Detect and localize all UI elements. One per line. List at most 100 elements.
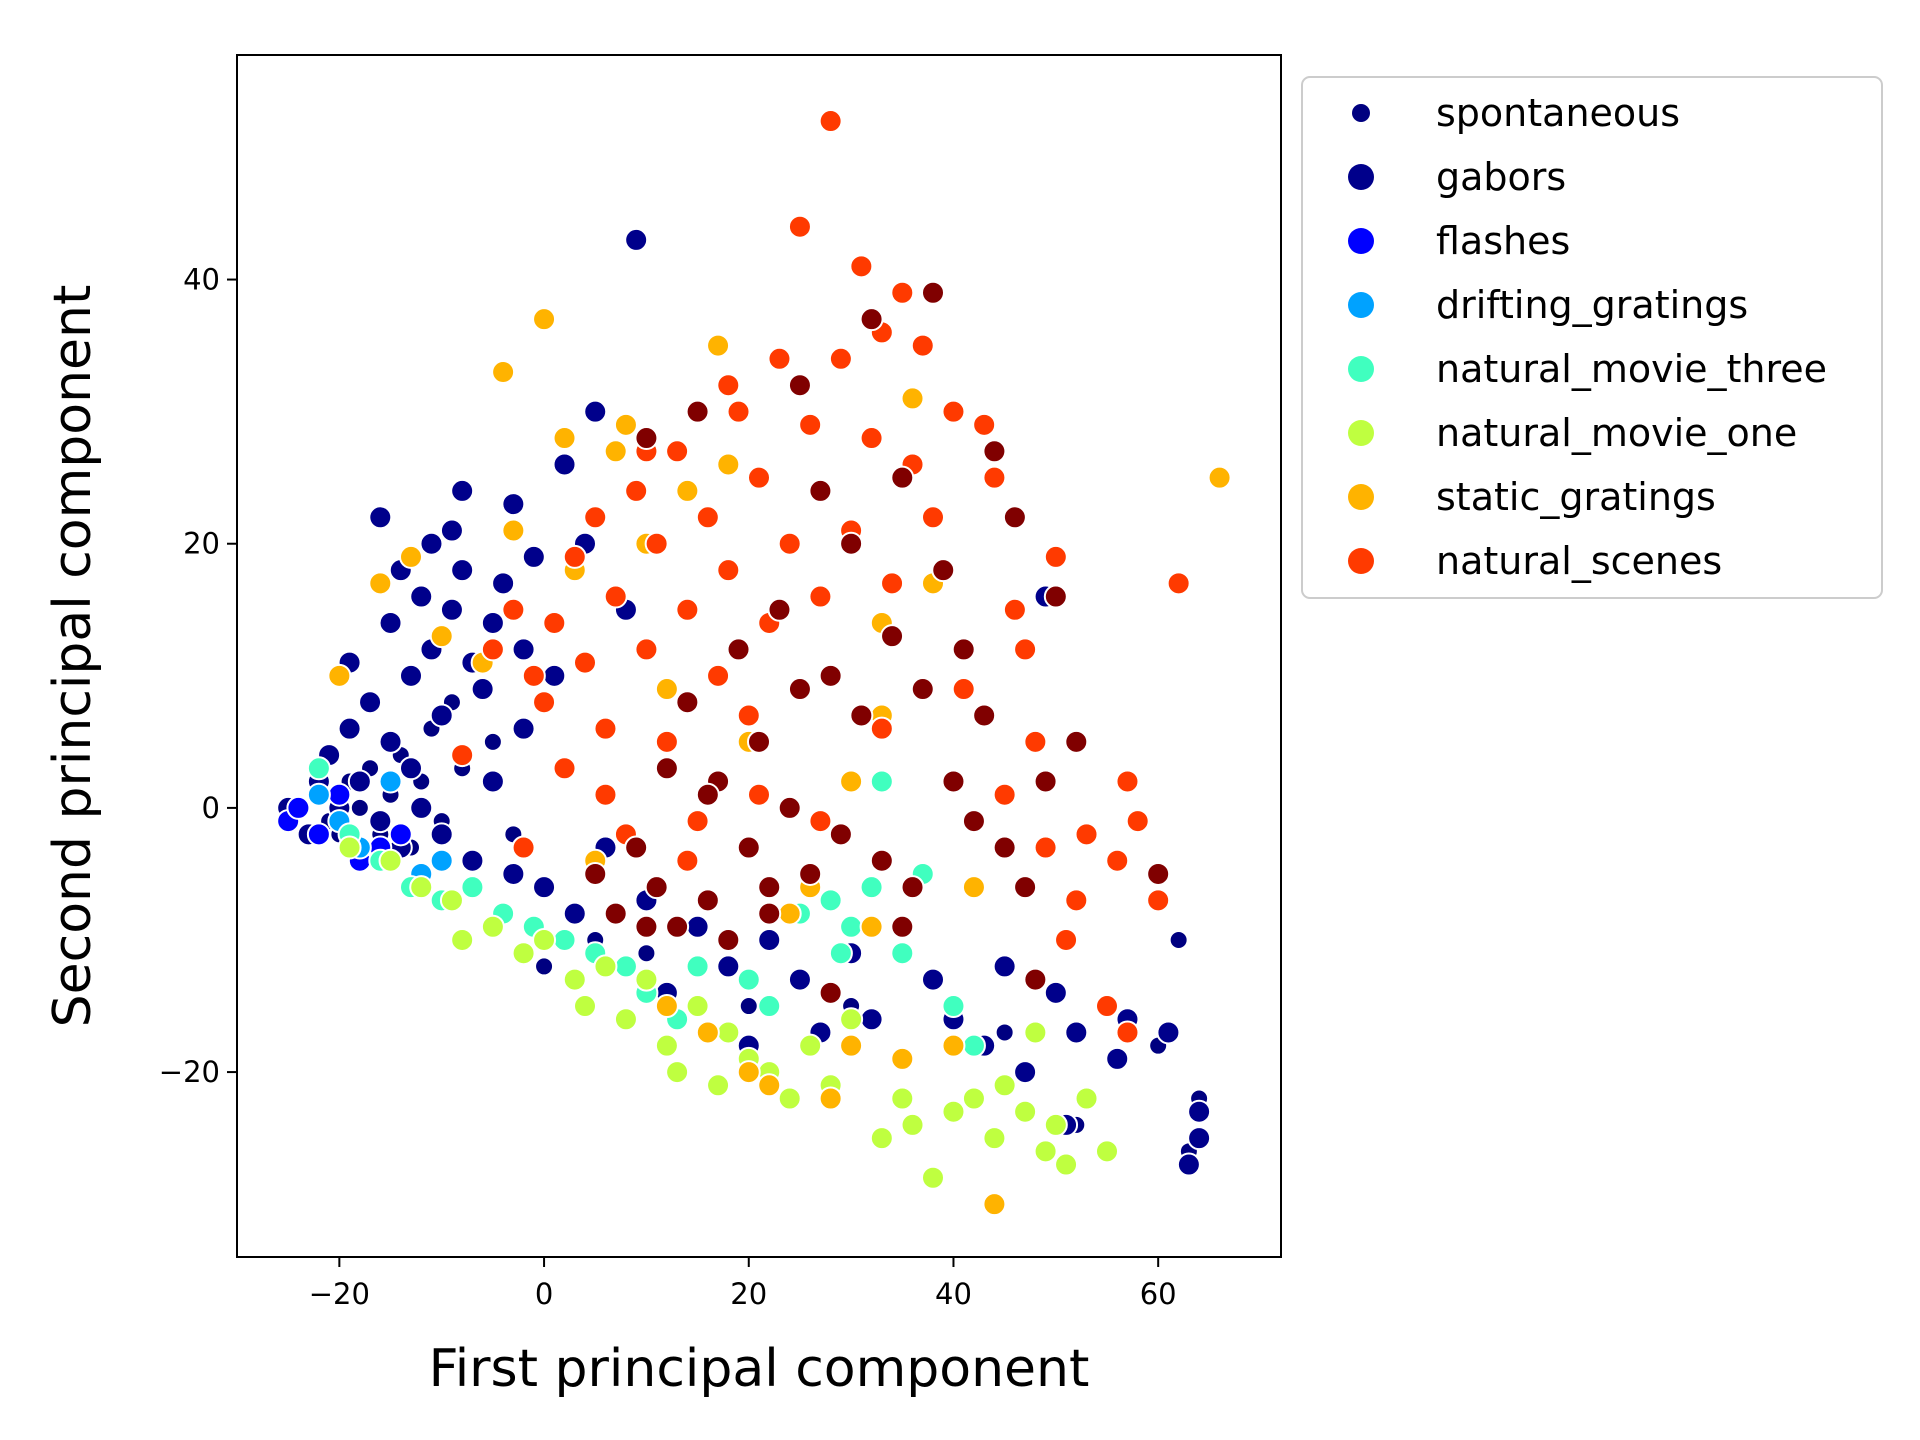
data-point xyxy=(534,956,555,977)
data-point xyxy=(961,809,986,834)
data-point xyxy=(399,756,423,781)
data-point xyxy=(573,650,597,675)
data-point xyxy=(706,663,731,688)
data-point xyxy=(399,544,423,569)
data-point xyxy=(982,465,1007,490)
data-point xyxy=(880,624,905,649)
legend-label: flashes xyxy=(1436,219,1570,263)
data-point xyxy=(839,769,864,794)
data-point xyxy=(665,914,690,939)
data-point xyxy=(460,875,485,900)
data-point xyxy=(327,782,352,807)
data-point xyxy=(900,875,925,900)
data-point xyxy=(1064,1020,1089,1045)
data-point xyxy=(349,797,370,818)
data-point xyxy=(542,610,567,635)
data-point xyxy=(675,848,700,873)
data-point xyxy=(992,782,1017,807)
data-point xyxy=(808,478,833,503)
data-point xyxy=(695,1020,720,1045)
data-point xyxy=(593,782,618,807)
series-static_gratings xyxy=(327,307,1232,1217)
data-point xyxy=(1115,1020,1140,1045)
data-point xyxy=(593,716,618,741)
data-point xyxy=(511,941,536,966)
data-point xyxy=(532,875,557,900)
data-point xyxy=(859,1007,884,1032)
y-tick-label: 20 xyxy=(183,527,220,561)
data-point xyxy=(613,954,638,979)
data-point xyxy=(818,663,843,688)
data-point xyxy=(450,743,475,768)
data-point xyxy=(562,901,587,926)
data-point xyxy=(757,1073,782,1098)
data-point xyxy=(654,1033,679,1058)
data-point xyxy=(941,399,966,424)
data-point xyxy=(358,690,383,715)
data-point xyxy=(961,1033,986,1058)
data-point xyxy=(583,399,608,424)
data-point xyxy=(603,901,628,926)
data-point xyxy=(726,399,751,424)
y-tick-label: 40 xyxy=(183,263,220,297)
y-axis: −20 0 20 40 xyxy=(159,263,237,1089)
data-point xyxy=(921,967,945,992)
data-point xyxy=(1043,544,1068,569)
data-point xyxy=(736,835,761,860)
x-tick-label: −20 xyxy=(309,1277,370,1311)
data-point xyxy=(542,663,567,688)
legend: spontaneous gabors flashes drifting_grating… xyxy=(1301,76,1883,599)
data-point xyxy=(501,597,526,622)
data-point xyxy=(994,1022,1015,1043)
data-point xyxy=(777,1086,802,1111)
legend-marker xyxy=(1348,420,1374,446)
data-point xyxy=(327,663,352,688)
data-point xyxy=(634,914,659,939)
data-point xyxy=(921,280,945,305)
points-layer xyxy=(276,109,1232,1217)
data-point xyxy=(757,901,782,926)
data-point xyxy=(675,690,700,715)
data-point xyxy=(1054,927,1079,952)
data-point xyxy=(808,584,833,609)
data-point xyxy=(1105,1046,1130,1071)
legend-marker xyxy=(1348,292,1374,318)
data-point xyxy=(818,1086,843,1111)
data-point xyxy=(1207,465,1232,490)
data-point xyxy=(695,505,720,530)
data-point xyxy=(1013,875,1038,900)
data-point xyxy=(716,452,741,477)
data-point xyxy=(532,927,557,952)
data-point xyxy=(470,677,495,702)
data-point xyxy=(747,782,771,807)
data-point xyxy=(1074,1086,1099,1111)
data-point xyxy=(818,980,843,1005)
data-point xyxy=(1115,769,1140,794)
data-point xyxy=(429,848,454,873)
data-point xyxy=(573,994,597,1019)
data-point xyxy=(859,875,884,900)
data-point xyxy=(1095,1139,1119,1164)
data-point xyxy=(552,756,577,781)
legend-marker xyxy=(1348,228,1374,254)
data-point xyxy=(1166,571,1191,596)
x-axis-title: First principal component xyxy=(429,1339,1090,1399)
legend-frame xyxy=(1301,76,1883,599)
data-point xyxy=(798,1033,823,1058)
data-point xyxy=(501,518,526,543)
data-point xyxy=(552,927,577,952)
data-point xyxy=(1074,822,1099,847)
data-point xyxy=(368,571,393,596)
data-point xyxy=(552,452,577,477)
x-axis: −20 0 20 40 60 xyxy=(309,1257,1177,1311)
legend-marker xyxy=(1352,104,1370,122)
data-point xyxy=(890,280,915,305)
data-point xyxy=(839,1007,864,1032)
data-point xyxy=(716,954,741,979)
data-point xyxy=(839,914,864,939)
data-point xyxy=(552,426,577,451)
data-point xyxy=(521,663,546,688)
data-point xyxy=(634,637,659,662)
data-point xyxy=(972,703,997,728)
data-point xyxy=(818,888,843,913)
